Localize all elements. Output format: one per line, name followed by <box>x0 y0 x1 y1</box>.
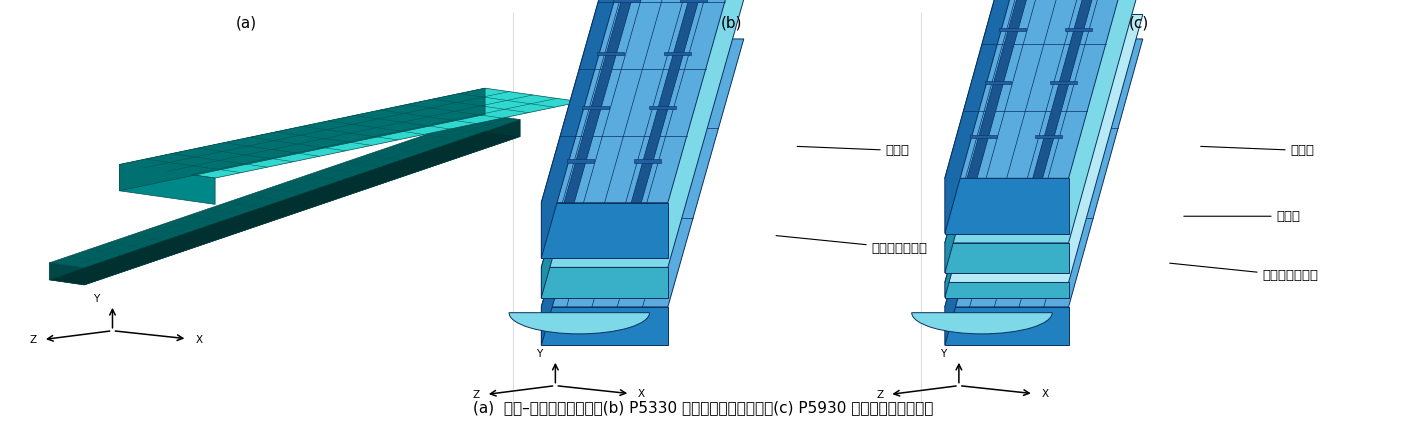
Polygon shape <box>679 0 707 2</box>
Text: X: X <box>195 335 202 345</box>
Polygon shape <box>541 39 617 346</box>
Polygon shape <box>945 307 1069 346</box>
Polygon shape <box>945 0 1143 178</box>
Polygon shape <box>945 14 1019 298</box>
Polygon shape <box>945 0 1019 273</box>
Text: X: X <box>638 390 645 399</box>
Polygon shape <box>945 243 1069 273</box>
Polygon shape <box>541 0 617 298</box>
Text: 轨道板: 轨道板 <box>797 144 910 157</box>
Text: (a): (a) <box>235 16 257 31</box>
Polygon shape <box>970 135 997 138</box>
Text: Y: Y <box>536 349 543 359</box>
Polygon shape <box>541 203 668 258</box>
Text: X: X <box>1042 390 1049 399</box>
Polygon shape <box>945 14 1143 282</box>
Polygon shape <box>120 88 485 191</box>
Polygon shape <box>541 307 668 346</box>
Text: Y: Y <box>939 349 946 359</box>
Wedge shape <box>911 312 1052 334</box>
Text: (b): (b) <box>720 16 742 31</box>
Polygon shape <box>120 165 215 204</box>
Text: Y: Y <box>93 294 100 304</box>
Polygon shape <box>541 0 617 258</box>
Text: Z: Z <box>30 335 37 346</box>
Polygon shape <box>120 88 581 178</box>
Polygon shape <box>541 268 668 298</box>
Polygon shape <box>541 39 744 307</box>
Text: (c): (c) <box>1129 16 1149 31</box>
Polygon shape <box>650 106 676 109</box>
Polygon shape <box>631 0 717 203</box>
Polygon shape <box>564 0 650 203</box>
Text: Z: Z <box>472 391 479 400</box>
Text: (a)  车辆–轨道有限元模型；(b) P5330 轨道结构模型示意图；(c) P5930 轨道结构模型示意图: (a) 车辆–轨道有限元模型；(b) P5330 轨道结构模型示意图；(c) P… <box>472 400 934 416</box>
Polygon shape <box>945 39 1143 307</box>
Polygon shape <box>1035 135 1062 138</box>
Polygon shape <box>582 106 609 109</box>
Polygon shape <box>49 131 520 285</box>
Polygon shape <box>984 81 1011 84</box>
Polygon shape <box>967 0 1052 178</box>
Polygon shape <box>541 0 744 268</box>
Polygon shape <box>1032 0 1116 178</box>
Wedge shape <box>509 312 650 334</box>
Polygon shape <box>567 159 593 162</box>
Polygon shape <box>613 0 640 2</box>
Polygon shape <box>598 52 624 56</box>
Polygon shape <box>634 159 661 162</box>
Text: Z: Z <box>876 391 883 400</box>
Polygon shape <box>49 114 520 268</box>
Polygon shape <box>49 263 84 285</box>
Polygon shape <box>945 0 1143 243</box>
Polygon shape <box>945 282 1069 298</box>
Polygon shape <box>665 52 692 56</box>
Text: 自密实混凝土层: 自密实混凝土层 <box>776 236 928 254</box>
Polygon shape <box>1066 28 1092 31</box>
Text: 自密实混凝土层: 自密实混凝土层 <box>1170 263 1319 282</box>
Polygon shape <box>84 120 520 285</box>
Polygon shape <box>945 0 1019 234</box>
Polygon shape <box>945 39 1019 346</box>
Text: 土工布: 土工布 <box>1184 210 1301 223</box>
Polygon shape <box>1050 81 1077 84</box>
Text: 轨道板: 轨道板 <box>1201 144 1315 157</box>
Polygon shape <box>541 0 744 203</box>
Polygon shape <box>1000 28 1026 31</box>
Polygon shape <box>945 178 1069 234</box>
